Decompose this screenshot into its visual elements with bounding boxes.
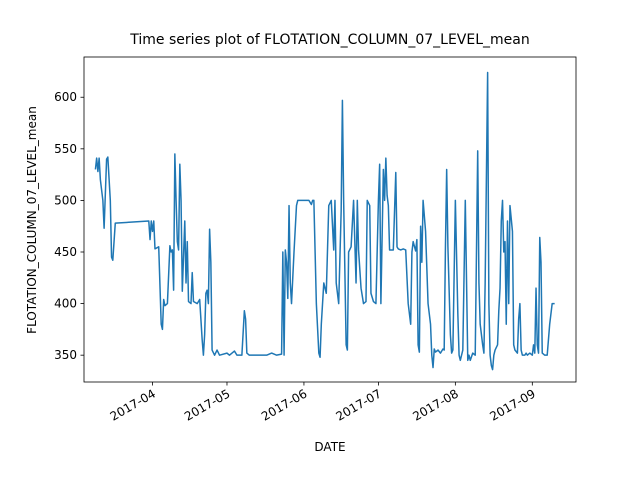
data-line — [94, 71, 555, 371]
y-tick-label: 500 — [54, 193, 77, 207]
x-axis-label: DATE — [314, 440, 345, 454]
y-tick-label: 550 — [54, 142, 77, 156]
chart-title: Time series plot of FLOTATION_COLUMN_07_… — [129, 32, 529, 48]
y-tick-label: 350 — [54, 348, 77, 362]
x-tick-label: 2017-08 — [410, 386, 460, 423]
y-axis-label: FLOTATION_COLUMN_07_LEVEL_mean — [25, 106, 39, 334]
plot-frame — [83, 56, 577, 383]
x-tick-label: 2017-09 — [487, 386, 537, 423]
x-tick-label: 2017-04 — [108, 386, 158, 423]
x-tick-label: 2017-06 — [259, 386, 309, 423]
x-tick-label: 2017-05 — [182, 386, 232, 423]
y-tick-label: 400 — [54, 297, 77, 311]
y-tick-label: 600 — [54, 90, 77, 104]
y-tick-label: 450 — [54, 245, 77, 259]
x-tick-label: 2017-07 — [333, 386, 383, 423]
